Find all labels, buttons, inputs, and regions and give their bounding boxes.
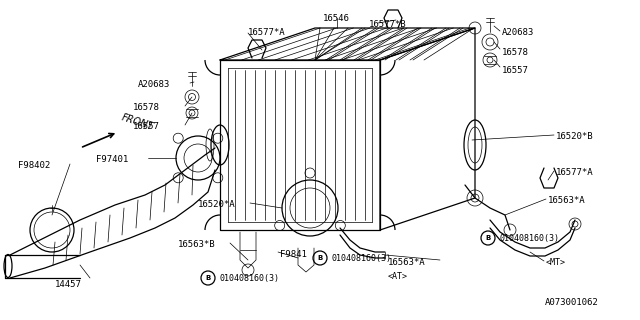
- Text: F9841: F9841: [280, 250, 307, 259]
- Text: B: B: [485, 235, 491, 241]
- Text: 14457: 14457: [55, 280, 82, 289]
- Text: 16578: 16578: [502, 48, 529, 57]
- Text: 16546: 16546: [323, 14, 350, 23]
- Text: B: B: [317, 255, 323, 261]
- Text: 16563*B: 16563*B: [178, 240, 216, 249]
- Text: 16520*B: 16520*B: [556, 132, 594, 141]
- Text: 16557: 16557: [502, 66, 529, 75]
- Text: F97401: F97401: [96, 155, 128, 164]
- Text: 16563*A: 16563*A: [388, 258, 426, 267]
- Text: A073001062: A073001062: [545, 298, 599, 307]
- Text: <MT>: <MT>: [546, 258, 566, 267]
- Text: 010408160(3): 010408160(3): [332, 253, 392, 262]
- Text: 010408160(3): 010408160(3): [220, 274, 280, 283]
- Text: 010408160(3): 010408160(3): [500, 234, 560, 243]
- Text: 16563*A: 16563*A: [548, 196, 586, 205]
- Text: 16520*A: 16520*A: [198, 200, 236, 209]
- Text: 16557: 16557: [133, 122, 160, 131]
- Text: 16578: 16578: [133, 103, 160, 112]
- Text: FRONT: FRONT: [120, 112, 155, 132]
- Text: F98402: F98402: [18, 161, 51, 170]
- Text: A20683: A20683: [502, 28, 534, 37]
- Text: 16577*A: 16577*A: [248, 28, 285, 37]
- Text: B: B: [205, 275, 211, 281]
- Text: 16577*A: 16577*A: [556, 168, 594, 177]
- Text: A20683: A20683: [138, 80, 170, 89]
- Text: <AT>: <AT>: [388, 272, 408, 281]
- Text: 16577*B: 16577*B: [369, 20, 406, 29]
